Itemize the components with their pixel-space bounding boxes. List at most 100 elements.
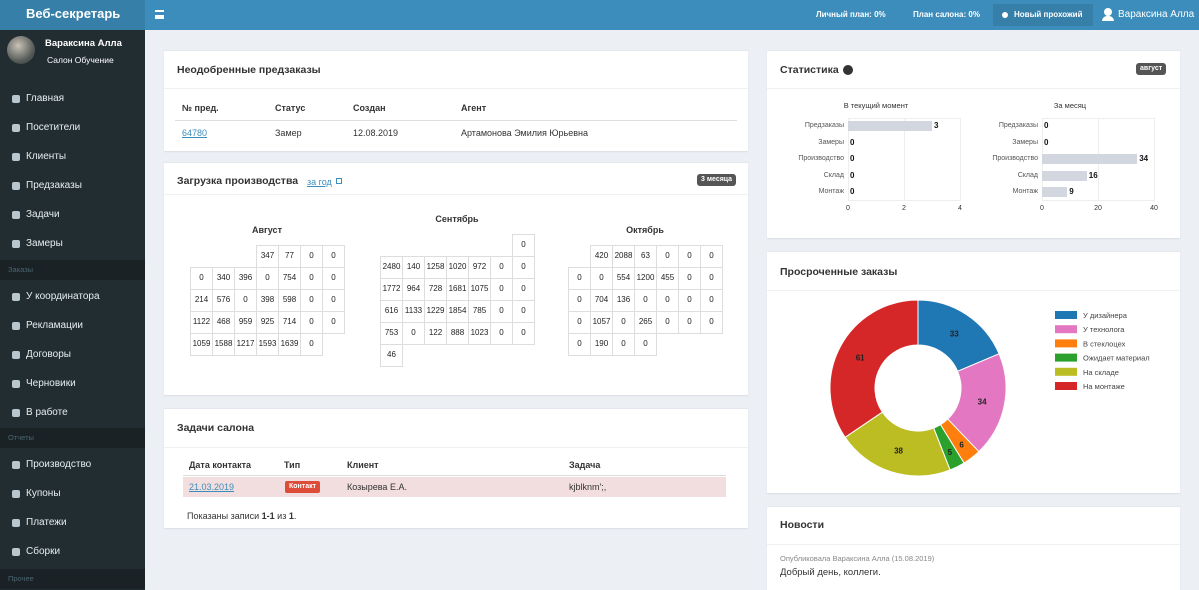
divider [767, 88, 1180, 89]
menu-item[interactable]: Клиенты [26, 151, 67, 162]
month-title: Август [252, 225, 282, 235]
y-tick-label: Производство [798, 155, 844, 163]
news-text: Добрый день, коллеги. [780, 567, 881, 578]
menu-icon [12, 490, 20, 498]
pagination-info: Показаны записи [187, 511, 262, 521]
heatmap-cell: 1217 [234, 333, 257, 356]
heatmap-cell: 0 [568, 333, 591, 356]
divider [767, 544, 1180, 545]
heatmap-cell: 0 [634, 289, 657, 312]
menu-item[interactable]: Черновики [26, 378, 76, 389]
heatmap-cell: 0 [700, 311, 723, 334]
menu-icon [12, 240, 20, 248]
menu-item[interactable]: Договоры [26, 349, 71, 360]
heatmap-cell: 0 [512, 256, 535, 279]
menu-item[interactable]: У координатора [26, 291, 100, 302]
tasks-panel [164, 408, 748, 528]
column-header: № пред. [182, 103, 219, 113]
legend-label: У дизайнера [1083, 311, 1128, 320]
menu-section-label: Прочее [8, 574, 34, 583]
menu-icon [12, 519, 20, 527]
heatmap-cell: 0 [234, 289, 257, 312]
menu-item[interactable]: Главная [26, 93, 65, 104]
brand-area [0, 0, 145, 30]
preorders-panel [164, 50, 748, 151]
heatmap-cell: 554 [612, 267, 635, 290]
grid-line [848, 118, 849, 201]
menu-item[interactable]: Замеры [26, 238, 63, 249]
menu-toggle[interactable] [155, 10, 164, 19]
heatmap-cell: 0 [190, 267, 213, 290]
heatmap-cell: 0 [512, 234, 535, 257]
task-row[interactable] [183, 477, 726, 497]
menu-item[interactable]: Рекламации [26, 320, 84, 331]
user-name[interactable]: Вараксина Алла [1118, 9, 1195, 20]
grid-line [960, 118, 961, 201]
heatmap-cell: 753 [380, 322, 403, 345]
menu-item[interactable]: Купоны [26, 488, 61, 499]
legend-swatch [1055, 382, 1077, 390]
heatmap-cell: 1059 [190, 333, 213, 356]
menu-item[interactable]: Задачи [26, 209, 60, 220]
chart-title: За месяц [1053, 101, 1087, 110]
data-label: 34 [978, 397, 987, 406]
legend-label: На монтаже [1083, 382, 1125, 391]
heatmap-cell: 136 [612, 289, 635, 312]
heatmap-cell: 265 [634, 311, 657, 334]
type-badge: Контакт [285, 481, 321, 493]
sidebar [0, 30, 145, 590]
year-link[interactable]: за год [307, 177, 332, 187]
y-tick-label: Производство [992, 155, 1038, 163]
menu-icon [12, 548, 20, 556]
divider [164, 194, 748, 195]
menu-item[interactable]: Платежи [26, 517, 67, 528]
menu-icon [12, 153, 20, 161]
menu-item[interactable]: Посетители [26, 122, 81, 133]
legend-label: В стеклоцех [1083, 339, 1126, 348]
heatmap-cell: 1854 [446, 300, 469, 323]
menu-item[interactable]: В работе [26, 407, 68, 418]
preorder-link[interactable]: 64780 [182, 128, 208, 138]
user-icon-body [1102, 16, 1114, 21]
y-tick-label: Предзаказы [998, 122, 1038, 130]
column-header: Дата контакта [189, 460, 251, 470]
month-title: Октябрь [626, 225, 664, 235]
chart-title: В текущий момент [843, 101, 909, 110]
heatmap-cell: 0 [678, 289, 701, 312]
heatmap-cell: 0 [612, 311, 635, 334]
y-tick-label: Монтаж [818, 188, 844, 196]
heatmap-cell: 0 [300, 267, 323, 290]
heatmap-cell: 0 [490, 300, 513, 323]
heatmap-cell: 347 [256, 245, 279, 268]
month-title: Сентябрь [435, 214, 479, 224]
heatmap-cell: 714 [278, 311, 301, 334]
heatmap-cell: 420 [590, 245, 613, 268]
legend-label: Ожидает материал [1083, 354, 1150, 363]
brand[interactable]: Веб-секретарь [26, 6, 121, 21]
menu-item[interactable]: Предзаказы [26, 180, 82, 191]
data-label: 0 [850, 170, 855, 180]
menu-item[interactable]: Производство [26, 459, 92, 470]
menu-icon [12, 351, 20, 359]
sidebar-user-salon: Салон Обучение [47, 55, 114, 65]
menu-icon [12, 182, 20, 190]
heatmap-cell: 455 [656, 267, 679, 290]
menu-section [0, 260, 145, 280]
heatmap-cell: 190 [590, 333, 613, 356]
help-icon[interactable] [843, 65, 853, 75]
statistics-panel [767, 50, 1180, 238]
data-label: 0 [850, 137, 855, 147]
y-tick-label: Склад [823, 171, 844, 179]
panel-title: Просроченные заказы [780, 266, 898, 278]
menu-item[interactable]: Сборки [26, 546, 61, 557]
new-visitor-button[interactable]: Новый прохожий [993, 4, 1093, 26]
panel-title: Неодобренные предзаказы [177, 64, 321, 76]
menu-toggle-bar [155, 14, 164, 17]
heatmap-cell: 0 [300, 289, 323, 312]
data-label: 9 [1069, 187, 1074, 197]
bar [1042, 187, 1068, 198]
heatmap-cell: 122 [424, 322, 447, 345]
heatmap-cell: 0 [656, 311, 679, 334]
heatmap-cell: 1229 [424, 300, 447, 323]
task-date-link[interactable]: 21.03.2019 [189, 482, 235, 492]
